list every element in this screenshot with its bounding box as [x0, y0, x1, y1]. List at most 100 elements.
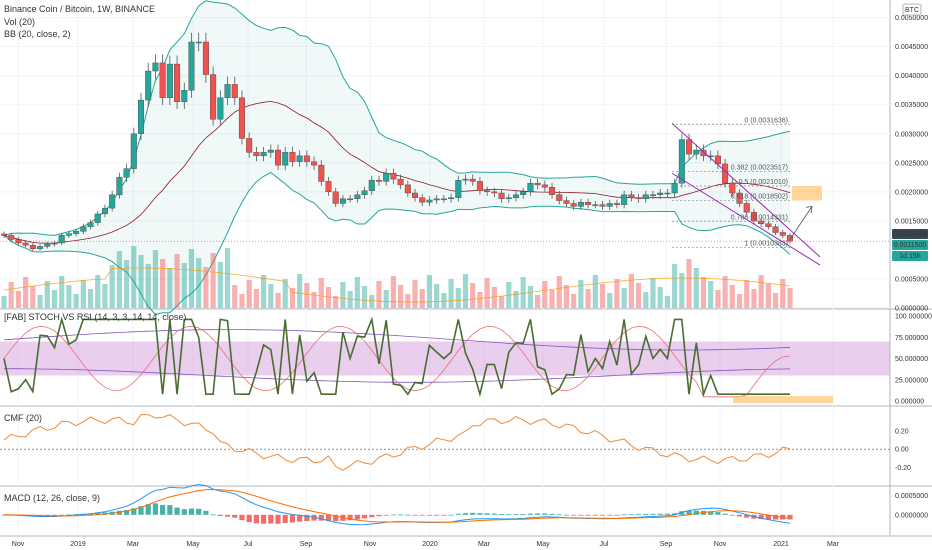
macd-histogram-bar	[426, 514, 433, 516]
candle-body	[556, 194, 563, 201]
macd-histogram-bar	[491, 513, 497, 515]
macd-histogram-bar	[657, 513, 663, 515]
volume-bar	[66, 285, 72, 308]
time-tick-label: Mar	[127, 541, 140, 548]
volume-bar	[434, 284, 440, 308]
macd-histogram-bar	[556, 514, 562, 516]
price-tick-label: 0.0050000	[895, 15, 928, 22]
volume-bar	[116, 251, 122, 308]
cmf-legend[interactable]: CMF (20)	[4, 413, 42, 423]
candle-body	[217, 97, 224, 120]
volume-ma-line	[3, 267, 791, 303]
volume-bar	[95, 275, 101, 308]
macd-histogram-bar	[260, 514, 267, 524]
macd-signal-line	[3, 488, 791, 523]
candle-body	[440, 198, 447, 201]
bb-fill	[4, 0, 790, 315]
volume-bar	[361, 286, 368, 308]
currency-badge: BTC	[905, 7, 919, 14]
macd-histogram-bar	[51, 514, 58, 516]
volume-bar	[419, 289, 425, 308]
time-tick-label: May	[186, 541, 200, 548]
macd-histogram-bar	[304, 514, 310, 522]
macd-histogram-bar	[347, 514, 353, 521]
stoch-legend[interactable]: [FAB] STOCH VS RSI (14, 3, 3, 14, 14, cl…	[4, 312, 187, 322]
candle-body	[772, 226, 779, 233]
volume-bar	[405, 294, 411, 308]
macd-histogram-bar	[585, 514, 591, 516]
candle-body	[138, 99, 145, 134]
volume-bar	[780, 279, 786, 308]
currency-badge-bg	[902, 3, 922, 16]
volume-bar	[556, 276, 562, 308]
bb-legend[interactable]: BB (20, close, 2)	[4, 29, 71, 39]
volume-bar	[607, 293, 613, 308]
time-tick-label: Nov	[12, 541, 25, 548]
price-tick-label: 0.0020000	[895, 189, 928, 196]
candle-body	[339, 198, 346, 204]
candle-body	[678, 139, 685, 184]
bb-lower-line	[3, 171, 791, 315]
vol-legend[interactable]: Vol (20)	[4, 17, 36, 27]
volume-bar	[426, 275, 433, 308]
time-tick-label: 2020	[422, 541, 438, 548]
volume-bar	[571, 294, 577, 308]
volume-bar	[441, 293, 447, 308]
volume-bar	[340, 282, 346, 308]
macd-histogram-bar	[232, 514, 238, 518]
volume-bar	[614, 279, 620, 308]
volume-bar	[44, 281, 50, 308]
macd-histogram-bar	[621, 514, 627, 516]
volume-bar	[152, 250, 159, 308]
time-tick-label: Mar	[827, 541, 840, 548]
volume-bar	[289, 288, 296, 308]
stoch-tick-label: 0.000000	[895, 399, 924, 406]
candle-body	[664, 192, 671, 195]
macd-histogram-bar	[160, 504, 166, 515]
macd-histogram-bar	[412, 514, 418, 516]
candle-body	[397, 178, 404, 186]
macd-histogram-bar	[520, 514, 526, 515]
volume-bar	[30, 286, 36, 308]
candle-body	[613, 203, 620, 205]
volume-bar	[621, 288, 627, 308]
candle-body	[145, 70, 152, 101]
macd-histogram-bar	[592, 514, 598, 516]
candle-body	[303, 155, 310, 162]
macd-histogram-bar	[607, 514, 613, 516]
candle-body	[361, 190, 368, 195]
macd-histogram-bar	[95, 512, 101, 515]
candle-body	[325, 181, 332, 193]
candle-body	[246, 138, 253, 153]
volume-bar	[498, 296, 505, 308]
wedge-upper-line	[671, 122, 821, 258]
volume-bar	[390, 276, 396, 308]
macd-legend[interactable]: MACD (12, 26, close, 9)	[4, 493, 101, 503]
volume-bar	[37, 295, 43, 308]
macd-histogram-bar	[498, 514, 505, 515]
candle-body	[311, 161, 318, 166]
countdown-badge-bg	[892, 251, 928, 261]
candle-body	[570, 203, 577, 207]
macd-histogram-bar	[513, 514, 519, 516]
volume-bar	[145, 264, 151, 308]
macd-histogram-bar	[44, 514, 50, 516]
candle-body	[585, 202, 592, 205]
candle-body	[166, 63, 173, 98]
candle-body	[527, 182, 534, 193]
candle-body	[94, 213, 101, 223]
macd-histogram-bar	[527, 513, 534, 515]
macd-histogram-bar	[188, 508, 195, 515]
candle-body	[238, 97, 245, 139]
macd-histogram-bar	[297, 514, 303, 522]
candle-body	[404, 184, 411, 194]
macd-histogram-bar	[203, 510, 209, 515]
candle-body	[642, 194, 649, 200]
macd-histogram-bar	[542, 513, 548, 515]
volume-bar	[484, 278, 490, 308]
macd-histogram-bar	[744, 514, 750, 518]
macd-histogram-bar	[535, 513, 541, 515]
time-tick-label: May	[536, 541, 550, 548]
macd-histogram-bar	[708, 511, 714, 515]
